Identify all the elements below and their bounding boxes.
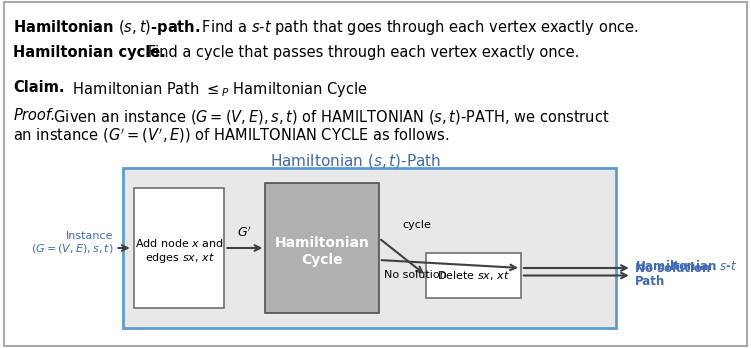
Text: an instance $(G' = (V', E))$ of H$\mathrm{AMILTONIAN}$ C$\mathrm{YCLE}$ as follo: an instance $(G' = (V', E))$ of H$\mathr… [14, 126, 450, 145]
Text: $G'$: $G'$ [237, 226, 252, 240]
Text: Hamiltonian $(s, t)$-path.: Hamiltonian $(s, t)$-path. [14, 18, 201, 37]
Text: Proof.: Proof. [14, 108, 56, 123]
Text: No solution: No solution [635, 261, 710, 275]
Text: edges $sx$, $xt$: edges $sx$, $xt$ [144, 251, 215, 265]
Text: Hamiltonian $(s,t)$-Path: Hamiltonian $(s,t)$-Path [270, 152, 441, 170]
FancyBboxPatch shape [265, 183, 379, 313]
Text: Hamiltonian Path $\leq_P$ Hamiltonian Cycle: Hamiltonian Path $\leq_P$ Hamiltonian Cy… [59, 80, 367, 99]
Text: Find a cycle that passes through each vertex exactly once.: Find a cycle that passes through each ve… [134, 45, 580, 60]
Text: Add node $x$ and: Add node $x$ and [135, 237, 224, 249]
Text: Given an instance $(G = (V, E), s, t)$ of H$\mathrm{AMILTONIAN}$ $(s,t)$-P$\math: Given an instance $(G = (V, E), s, t)$ o… [50, 108, 610, 126]
Text: cycle: cycle [403, 220, 431, 230]
FancyBboxPatch shape [134, 188, 225, 308]
Text: Cycle: Cycle [301, 253, 342, 267]
Text: Claim.: Claim. [14, 80, 65, 95]
Text: Hamiltonian $s$-$t$
Path: Hamiltonian $s$-$t$ Path [635, 259, 737, 288]
Text: No solution: No solution [384, 270, 446, 280]
FancyBboxPatch shape [123, 168, 616, 328]
Text: Hamiltonian: Hamiltonian [275, 236, 369, 250]
Text: Hamiltonian cycle.: Hamiltonian cycle. [14, 45, 166, 60]
Text: Instance
$(G = (V, E), s, t)$: Instance $(G = (V, E), s, t)$ [31, 230, 113, 255]
Text: Find a $s$-$t$ path that goes through each vertex exactly once.: Find a $s$-$t$ path that goes through ea… [189, 18, 639, 37]
Text: Delete $sx$, $xt$: Delete $sx$, $xt$ [437, 269, 510, 282]
FancyBboxPatch shape [427, 253, 521, 298]
